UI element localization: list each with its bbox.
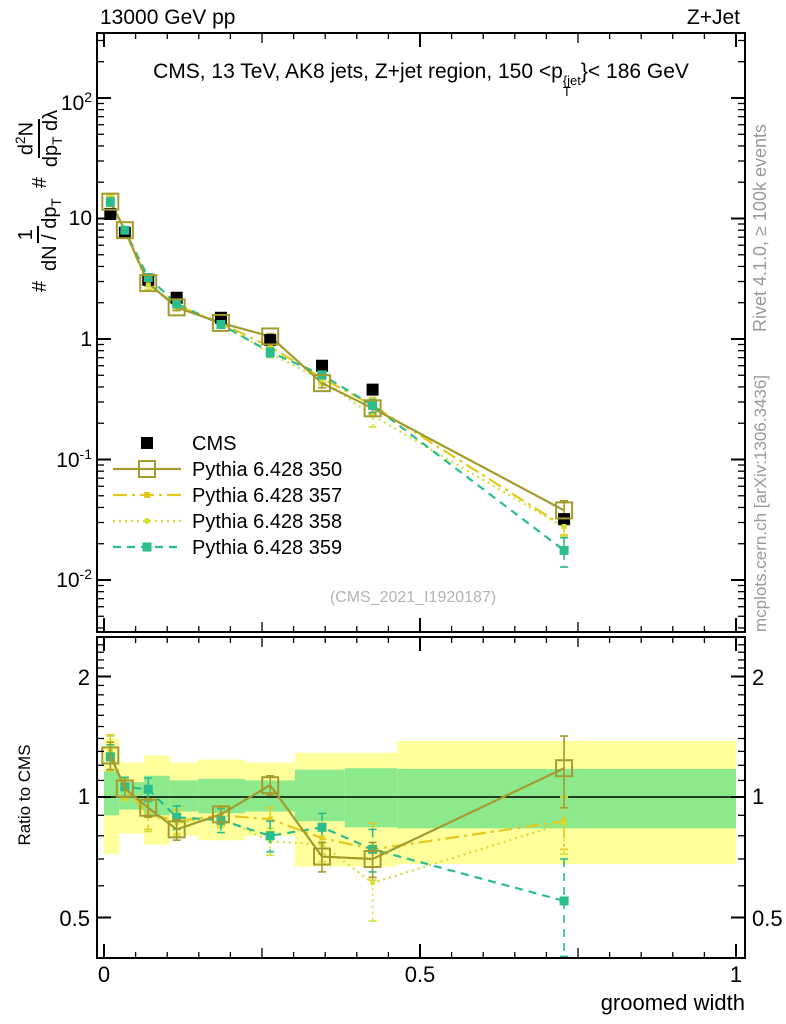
ratio-ytick-left-1: 1 bbox=[78, 784, 90, 809]
data-series bbox=[101, 192, 574, 958]
panel-title-text: CMS, 13 TeV, AK8 jets, Z+jet region, 150… bbox=[153, 60, 563, 83]
legend-label-pythia-359: Pythia 6.428 359 bbox=[192, 537, 342, 559]
main-y-axis-label: # 1 dN / dpT # d2N dpT dλ bbox=[8, 40, 72, 360]
xtick-0: 0 bbox=[98, 962, 110, 987]
rivet-version-note: Rivet 4.1.0, ≥ 100k events bbox=[750, 124, 770, 332]
main-ytick-1e1: 10 bbox=[69, 207, 92, 230]
legend-marker-samples bbox=[113, 437, 181, 552]
legend-sample-cms bbox=[141, 437, 153, 449]
main-ytick-1e-1: 10-1 bbox=[56, 446, 92, 472]
ratio-ytick-left-05: 0.5 bbox=[59, 906, 90, 931]
ratio-y-axis-label: Ratio to CMS bbox=[15, 744, 34, 846]
ratio-ytick-right-05: 0.5 bbox=[752, 906, 783, 931]
fraction-1-over-dndpt: 1 dN / dpT bbox=[15, 198, 65, 272]
xtick-05: 0.5 bbox=[405, 962, 436, 987]
ratio-ytick-right-2: 2 bbox=[752, 665, 764, 690]
legend-label-pythia-350: Pythia 6.428 350 bbox=[192, 459, 342, 481]
legend-sample-pythia-6-428-359 bbox=[113, 542, 181, 552]
legend-sample-pythia-6-428-350 bbox=[113, 460, 181, 478]
legend-sample-pythia-6-428-357 bbox=[113, 492, 181, 498]
mcplots-arxiv-note: mcplots.cern.ch [arXiv:1306.3436] bbox=[751, 375, 770, 632]
x-axis-label: groomed width bbox=[601, 990, 745, 1015]
main-line-pythia-6-428-357 bbox=[106, 194, 569, 536]
header-left-label: 13000 GeV pp bbox=[100, 6, 235, 29]
xtick-1: 1 bbox=[730, 962, 742, 987]
main-ytick-1e2: 102 bbox=[61, 89, 92, 115]
watermark-analysis-id: (CMS_2021_I1920187) bbox=[330, 589, 496, 606]
legend-label-pythia-358: Pythia 6.428 358 bbox=[192, 511, 342, 533]
legend-sample-pythia-6-428-358 bbox=[113, 518, 181, 524]
panel-title: CMS, 13 TeV, AK8 jets, Z+jet region, 150… bbox=[153, 60, 689, 100]
main-markers-pythia-6-428-350 bbox=[101, 192, 574, 520]
pt-jet-superscript: {jet T bbox=[562, 72, 581, 100]
hash-symbol: # bbox=[28, 177, 51, 189]
ratio-uncertainty-bands bbox=[97, 738, 745, 867]
main-ytick-1: 1 bbox=[80, 328, 92, 351]
header-right-label: Z+Jet bbox=[687, 6, 740, 29]
legend-label-cms: CMS bbox=[192, 433, 236, 455]
fraction-d2n-over-dptdlambda: d2N dpT dλ bbox=[13, 109, 65, 168]
hash-symbol: # bbox=[28, 281, 51, 293]
main-ytick-1e-2: 10-2 bbox=[56, 566, 92, 592]
ratio-ytick-right-1: 1 bbox=[752, 784, 764, 809]
ratio-ytick-left-2: 2 bbox=[78, 665, 90, 690]
legend-label-pythia-357: Pythia 6.428 357 bbox=[192, 485, 342, 507]
axes-frames-ticks bbox=[96, 32, 746, 959]
ratio-series-pythia-6-428-350 bbox=[101, 735, 574, 879]
